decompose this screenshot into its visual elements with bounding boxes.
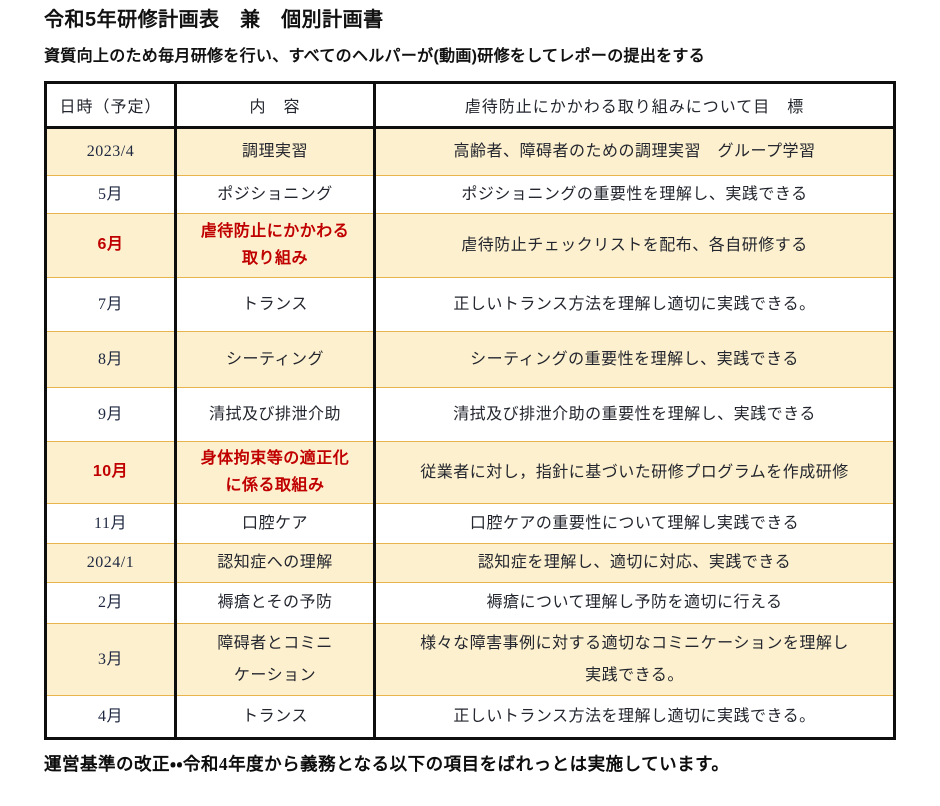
page-subtitle: 資質向上のため毎月研修を行い、すべてのヘルパーが(動画)研修をしてレポーの提出を… — [44, 48, 706, 65]
training-table-body: 2023/4 調理実習 高齢者、障碍者のための調理実習 グループ学習 5月 ポジ… — [44, 127, 896, 739]
header-content: 内 容 — [174, 82, 376, 129]
table-row: 2024/1 認知症への理解 認知症を理解し、適切に対応、実践できる — [44, 543, 896, 583]
date-cell: 4月 — [44, 695, 177, 739]
goal-cell: 様々な障害事例に対する適切なコミニケーションを理解し 実践できる。 — [373, 623, 896, 696]
table-header-row: 日時（予定） 内 容 虐待防止にかかわる取り組みについて目 標 — [44, 82, 896, 129]
header-goal: 虐待防止にかかわる取り組みについて目 標 — [373, 82, 896, 129]
content-cell: トランス — [174, 277, 376, 332]
goal-cell: 虐待防止チェックリストを配布、各自研修する — [373, 213, 896, 278]
content-cell: シーティング — [174, 331, 376, 388]
date-cell: 2024/1 — [44, 543, 177, 583]
date-cell: 3月 — [44, 623, 177, 696]
content-cell: 褥瘡とその予防 — [174, 582, 376, 624]
date-cell: 7月 — [44, 277, 177, 332]
date-cell: 9月 — [44, 387, 177, 442]
header-date: 日時（予定） — [44, 82, 177, 129]
page-title: 令和5年研修計画表 兼 個別計画書 — [44, 9, 384, 31]
date-cell: 2月 — [44, 582, 177, 624]
table-row: 4月 トランス 正しいトランス方法を理解し適切に実践できる。 — [44, 695, 896, 739]
table-row: 5月 ポジショニング ポジショニングの重要性を理解し、実践できる — [44, 175, 896, 214]
goal-cell: 口腔ケアの重要性について理解し実践できる — [373, 503, 896, 544]
table-row: 11月 口腔ケア 口腔ケアの重要性について理解し実践できる — [44, 503, 896, 544]
table-row: 10月 身体拘束等の適正化 に係る取組み 従業者に対し，指針に基づいた研修プログ… — [44, 441, 896, 504]
goal-cell: 正しいトランス方法を理解し適切に実践できる。 — [373, 695, 896, 739]
date-cell: 6月 — [44, 213, 177, 278]
content-cell: トランス — [174, 695, 376, 739]
date-cell: 5月 — [44, 175, 177, 214]
date-cell: 11月 — [44, 503, 177, 544]
content-cell: 口腔ケア — [174, 503, 376, 544]
table-row: 7月 トランス 正しいトランス方法を理解し適切に実践できる。 — [44, 277, 896, 332]
goal-cell: 清拭及び排泄介助の重要性を理解し、実践できる — [373, 387, 896, 442]
table-row: 6月 虐待防止にかかわる 取り組み 虐待防止チェックリストを配布、各自研修する — [44, 213, 896, 278]
goal-cell: 従業者に対し，指針に基づいた研修プログラムを作成研修 — [373, 441, 896, 504]
goal-cell: 正しいトランス方法を理解し適切に実践できる。 — [373, 277, 896, 332]
content-cell: 清拭及び排泄介助 — [174, 387, 376, 442]
content-cell: 障碍者とコミニ ケーション — [174, 623, 376, 696]
goal-cell: 高齢者、障碍者のための調理実習 グループ学習 — [373, 127, 896, 176]
training-plan-table: 日時（予定） 内 容 虐待防止にかかわる取り組みについて目 標 2023/4 調… — [44, 81, 896, 740]
date-cell: 10月 — [44, 441, 177, 504]
footer-note: 運営基準の改正・・令和4年度から義務となる以下の項目をばれっとは実施しています。 — [44, 754, 730, 774]
date-cell: 8月 — [44, 331, 177, 388]
content-cell: 認知症への理解 — [174, 543, 376, 583]
content-cell: 虐待防止にかかわる 取り組み — [174, 213, 376, 278]
table-row: 9月 清拭及び排泄介助 清拭及び排泄介助の重要性を理解し、実践できる — [44, 387, 896, 442]
content-cell: 調理実習 — [174, 127, 376, 176]
date-cell: 2023/4 — [44, 127, 177, 176]
table-row: 2023/4 調理実習 高齢者、障碍者のための調理実習 グループ学習 — [44, 127, 896, 176]
goal-cell: シーティングの重要性を理解し、実践できる — [373, 331, 896, 388]
table-row: 2月 褥瘡とその予防 褥瘡について理解し予防を適切に行える — [44, 582, 896, 624]
table-row: 3月 障碍者とコミニ ケーション 様々な障害事例に対する適切なコミニケーションを… — [44, 623, 896, 696]
goal-cell: ポジショニングの重要性を理解し、実践できる — [373, 175, 896, 214]
table-row: 8月 シーティング シーティングの重要性を理解し、実践できる — [44, 331, 896, 388]
content-cell: ポジショニング — [174, 175, 376, 214]
goal-cell: 認知症を理解し、適切に対応、実践できる — [373, 543, 896, 583]
goal-cell: 褥瘡について理解し予防を適切に行える — [373, 582, 896, 624]
content-cell: 身体拘束等の適正化 に係る取組み — [174, 441, 376, 504]
